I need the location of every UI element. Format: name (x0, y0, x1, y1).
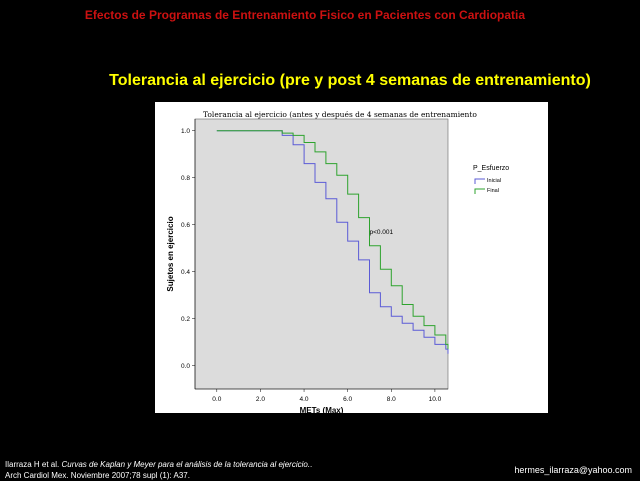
legend-swatch-inicial (474, 178, 485, 184)
footer-email: hermes_ilarraza@yahoo.com (514, 465, 632, 475)
slide-subtitle: Tolerancia al ejercicio (pre y post 4 se… (109, 72, 591, 89)
y-tick-label: 1.0 (181, 128, 190, 135)
citation-title-end: . (310, 460, 313, 469)
x-tick-label: 2.0 (256, 396, 265, 403)
citation-authors: Ilarraza H et al. (5, 460, 62, 469)
x-tick-label: 0.0 (212, 396, 221, 403)
series-line-inicial (216, 130, 449, 354)
citation-line-2: Arch Cardiol Mex. Noviembre 2007;78 supl… (5, 471, 190, 480)
y-tick-label: 0.6 (181, 222, 190, 229)
y-tick-label: 0.2 (181, 316, 190, 323)
legend-label-inicial: Inicial (487, 178, 501, 184)
legend-label-final: Final (487, 188, 499, 194)
x-tick-label: 4.0 (300, 396, 309, 403)
x-axis-label: METs (Max) (300, 406, 344, 413)
chart-figure: Tolerancia al ejercicio (antes y después… (155, 102, 548, 413)
p-value-annotation: p<0.001 (369, 229, 393, 236)
y-axis-label: Sujetos en ejercicio (166, 216, 175, 291)
footer-citation: Ilarraza H et al. Curvas de Kaplan y Mey… (5, 459, 425, 481)
legend-swatch-final (474, 188, 485, 194)
plot-area (194, 118, 449, 390)
km-chart: Tolerancia al ejercicio (antes y después… (166, 110, 509, 413)
y-tick-label: 0.8 (181, 175, 190, 182)
series-line-final (216, 130, 449, 350)
y-tick-label: 0.4 (181, 269, 190, 276)
citation-line-1: Ilarraza H et al. Curvas de Kaplan y Mey… (5, 459, 425, 470)
x-tick-label: 8.0 (387, 396, 396, 403)
citation-title: Curvas de Kaplan y Meyer para el análisi… (61, 460, 311, 469)
chart-title: Tolerancia al ejercicio (antes y después… (203, 110, 477, 119)
slide-header: Efectos de Programas de Entrenamiento Fi… (84, 8, 526, 22)
legend-title: P_Esfuerzo (473, 165, 509, 172)
x-tick-label: 6.0 (343, 396, 352, 403)
x-tick-label: 10.0 (429, 396, 442, 403)
y-tick-label: 0.0 (181, 363, 190, 370)
